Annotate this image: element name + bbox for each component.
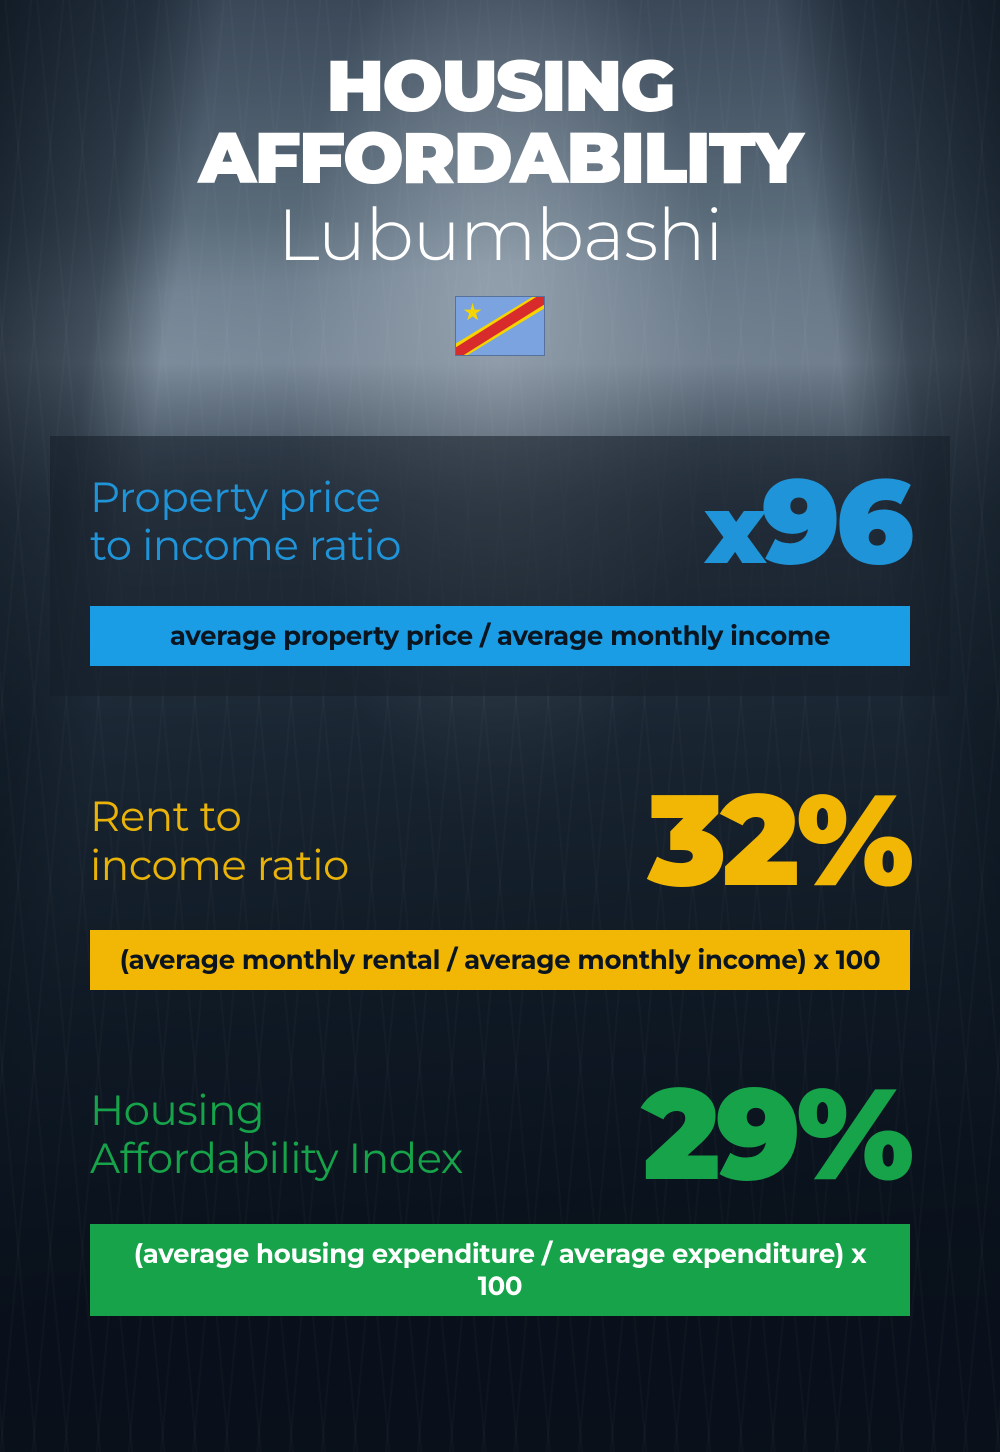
metric-formula-affordability: (average housing expenditure / average e…	[90, 1224, 910, 1316]
flag-container	[50, 296, 950, 361]
metric-row: Rent to income ratio 32%	[90, 786, 910, 895]
subtitle-city: Lubumbashi	[50, 199, 950, 271]
metric-card-property-price: Property price to income ratio x96 avera…	[50, 436, 950, 696]
metric-label-property: Property price to income ratio	[90, 473, 401, 570]
main-title: HOUSING AFFORDABILITY	[50, 50, 950, 194]
metric-card-rent: Rent to income ratio 32% (average monthl…	[50, 786, 950, 990]
infographic-content: HOUSING AFFORDABILITY Lubumbashi Propert…	[0, 0, 1000, 1316]
metric-card-affordability: Housing Affordability Index 29% (average…	[50, 1080, 950, 1316]
drc-flag-icon	[455, 296, 545, 356]
metric-value-affordability: 29%	[642, 1080, 910, 1189]
metric-formula-property: average property price / average monthly…	[90, 606, 910, 666]
metric-value-rent: 32%	[648, 786, 910, 895]
metric-label-rent: Rent to income ratio	[90, 792, 349, 889]
metric-row: Property price to income ratio x96	[90, 471, 910, 571]
metric-formula-rent: (average monthly rental / average monthl…	[90, 930, 910, 990]
metric-label-affordability: Housing Affordability Index	[90, 1086, 463, 1183]
metric-row: Housing Affordability Index 29%	[90, 1080, 910, 1189]
metric-value-property: x96	[705, 471, 910, 571]
